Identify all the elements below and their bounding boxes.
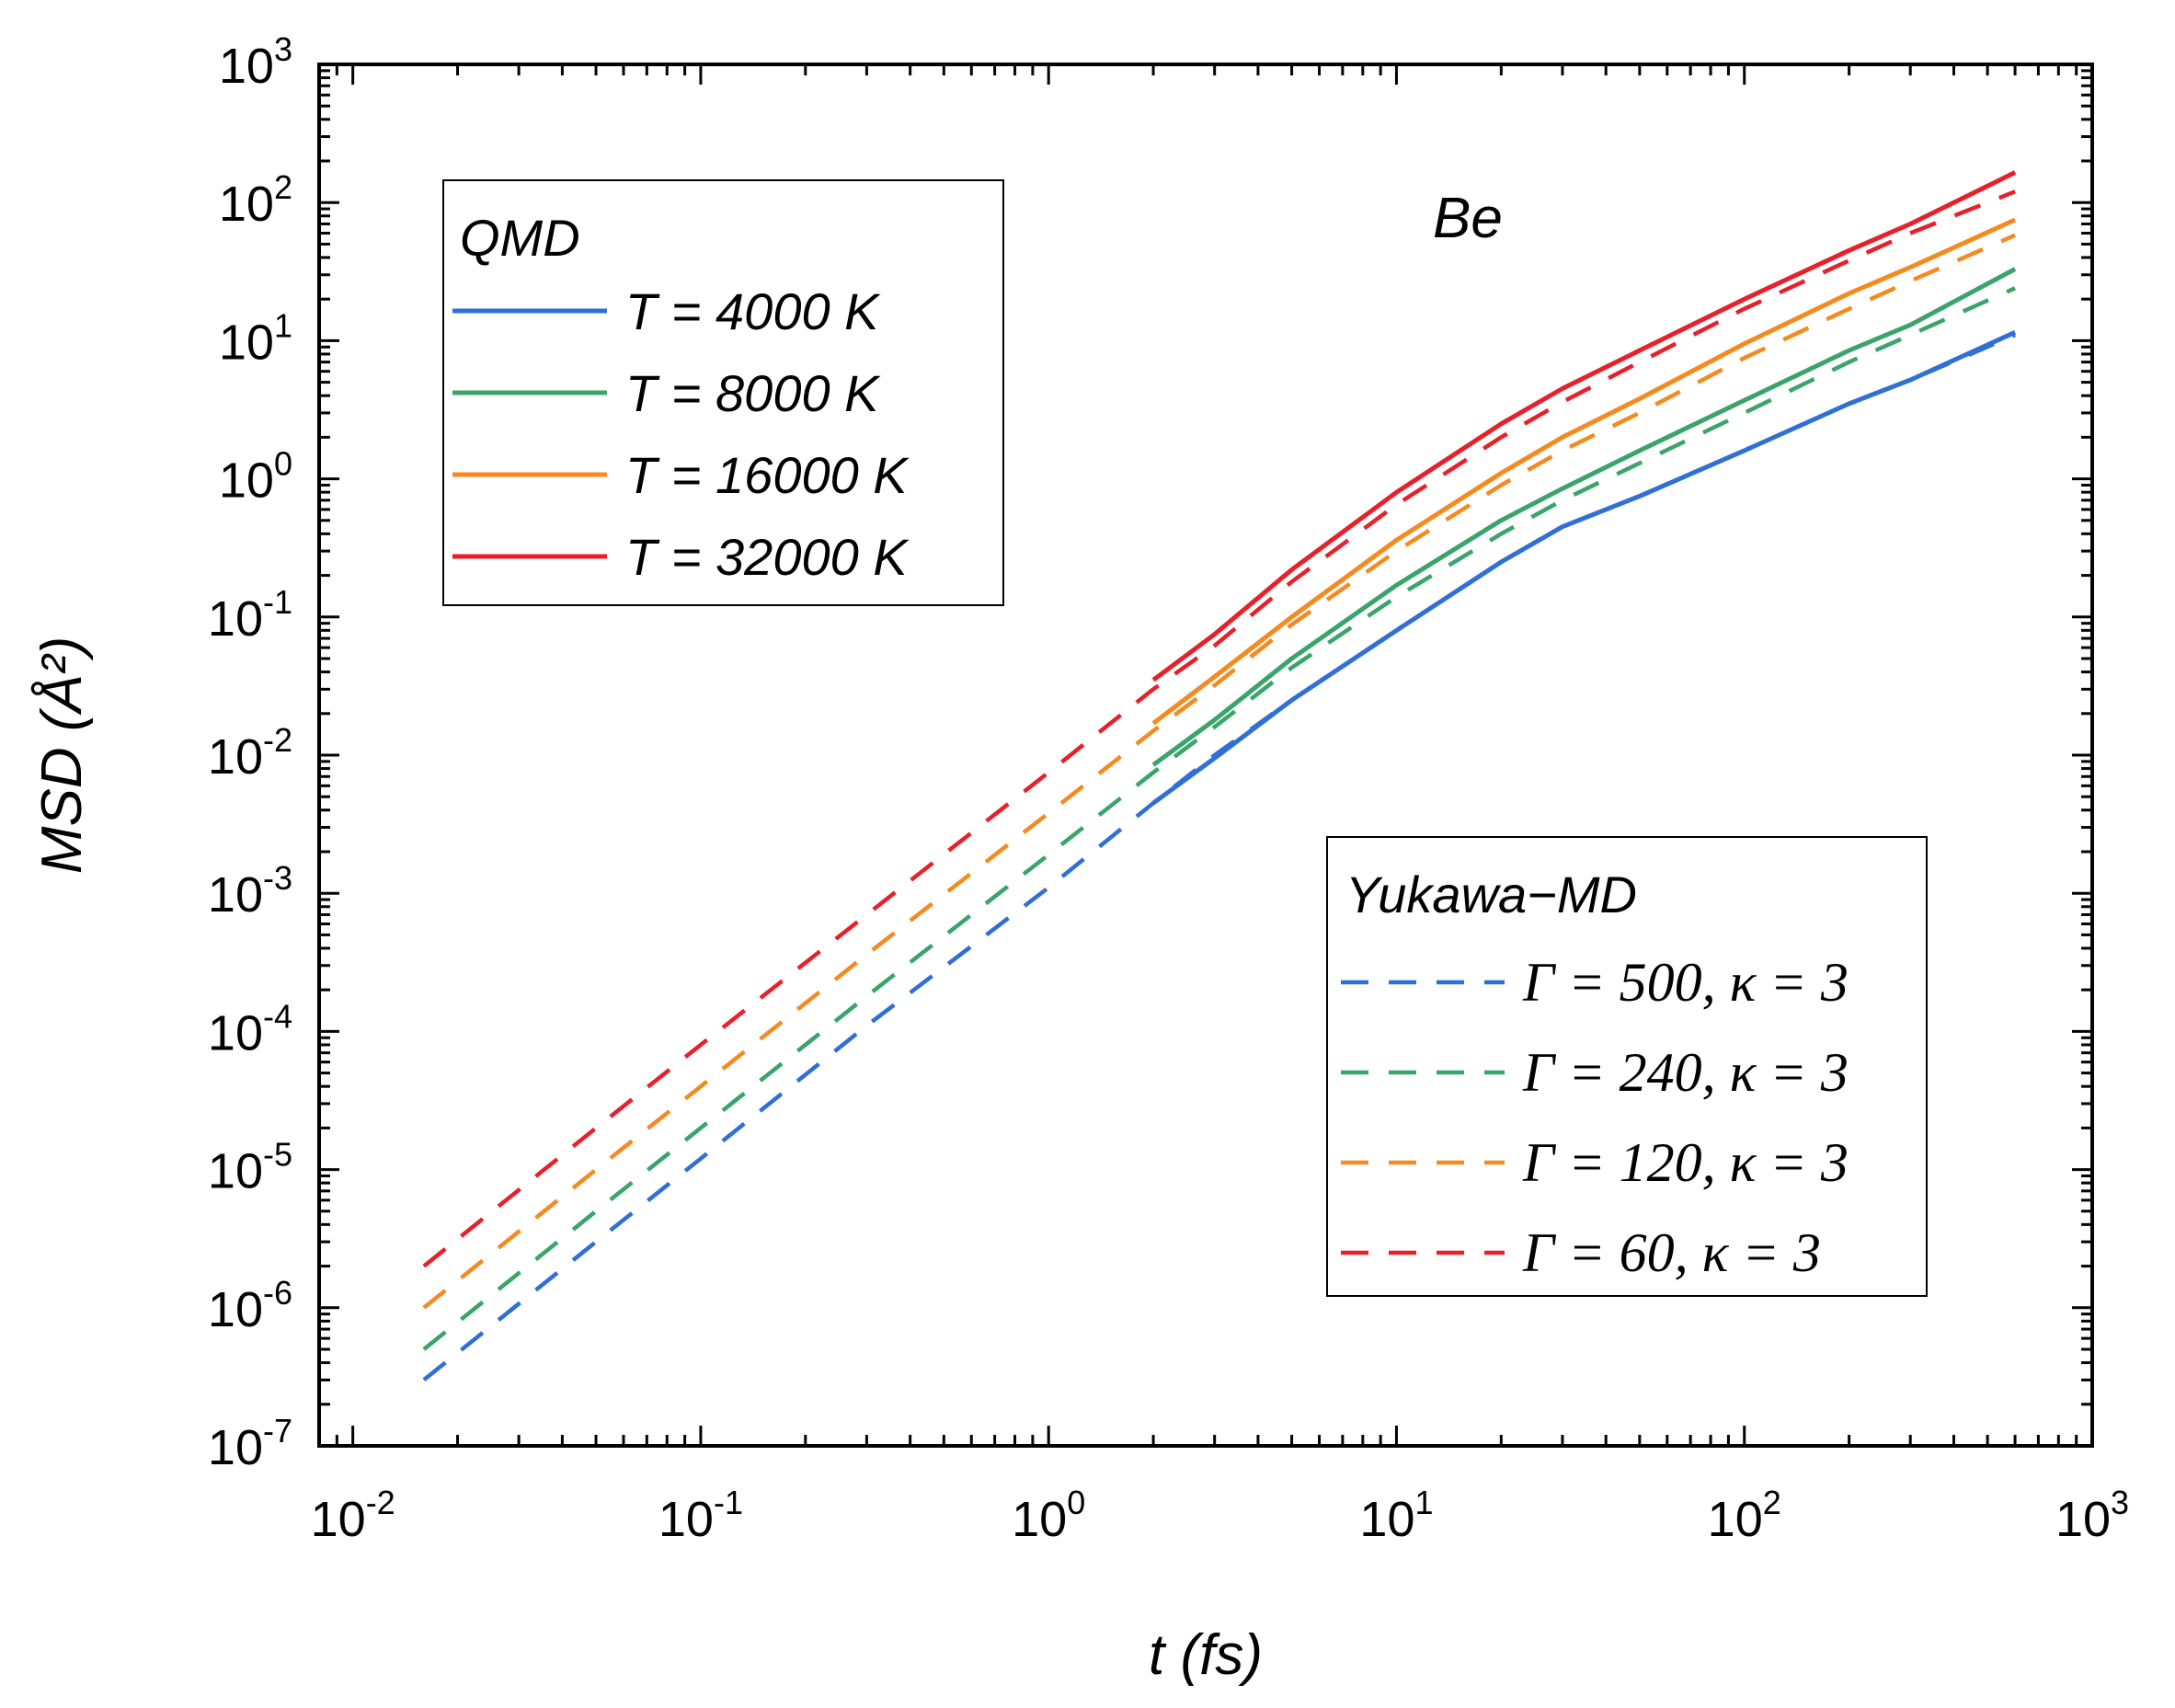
x-tick-label: 102 bbox=[1708, 1484, 1781, 1547]
annotation-be: Be bbox=[1433, 187, 1503, 250]
y-axis-title: MSD (Å²) bbox=[30, 636, 94, 874]
y-tick-label: 103 bbox=[219, 30, 292, 94]
legend-yukawa-label: Γ = 240, κ = 3 bbox=[1522, 1042, 1849, 1103]
x-tick-label: 10-2 bbox=[311, 1484, 395, 1547]
axes-layer bbox=[317, 63, 2094, 1448]
legend-qmd: QMD T = 4000 K T = 8000 K T = 16000 K T = 3… bbox=[442, 179, 1004, 606]
x-tick-label: 101 bbox=[1359, 1484, 1433, 1547]
legend-yukawa-title: Yukawa−MD bbox=[1345, 865, 1637, 923]
y-tick-label: 10-7 bbox=[208, 1412, 292, 1475]
y-tick-label: 102 bbox=[219, 168, 292, 232]
x-tick-label: 103 bbox=[2055, 1484, 2129, 1547]
y-tick-label: 100 bbox=[219, 445, 292, 509]
legend-qmd-label: T = 4000 K bbox=[625, 282, 881, 340]
x-axis-title: t (fs) bbox=[1149, 1623, 1263, 1687]
yukawa-series--120-3 bbox=[422, 233, 2017, 1310]
y-tick-label: 10-1 bbox=[208, 583, 292, 647]
legend-yukawa-label: Γ = 120, κ = 3 bbox=[1522, 1132, 1849, 1193]
series-layer bbox=[422, 170, 2017, 1382]
legend-qmd-title: QMD bbox=[460, 209, 580, 267]
legend-qmd-label: T = 8000 K bbox=[625, 364, 881, 422]
legend-yukawa-label: Γ = 500, κ = 3 bbox=[1522, 952, 1849, 1013]
y-tick-label: 10-2 bbox=[208, 721, 292, 785]
x-tick-label: 100 bbox=[1012, 1484, 1085, 1547]
y-tick-label: 101 bbox=[219, 306, 292, 370]
yukawa-series--240-3 bbox=[422, 286, 2017, 1351]
y-tick-label: 10-4 bbox=[208, 997, 292, 1060]
qmd-series-t-8000-k bbox=[1151, 267, 2017, 767]
x-tick-label: 10-1 bbox=[658, 1484, 743, 1547]
legend-yukawa: Yukawa−MD Γ = 500, κ = 3 Γ = 240, κ = 3 Γ … bbox=[1326, 836, 1928, 1297]
legend-yukawa-label: Γ = 60, κ = 3 bbox=[1522, 1222, 1821, 1283]
qmd-series-t-32000-k bbox=[1151, 170, 2017, 682]
y-tick-label: 10-6 bbox=[208, 1274, 292, 1337]
tick-labels: 10-2 10-1 100 101 102 103 10-7 10-6 10-5 10-4 10-3… bbox=[208, 30, 2129, 1547]
qmd-series-t-16000-k bbox=[1151, 217, 2017, 726]
yukawa-series--60-3 bbox=[422, 189, 2016, 1268]
y-tick-label: 10-5 bbox=[208, 1136, 292, 1199]
legend-qmd-label: T = 16000 K bbox=[625, 446, 910, 504]
qmd-series-t-4000-k bbox=[1151, 330, 2017, 806]
y-tick-label: 10-3 bbox=[208, 859, 292, 923]
legend-qmd-label: T = 32000 K bbox=[625, 528, 910, 586]
